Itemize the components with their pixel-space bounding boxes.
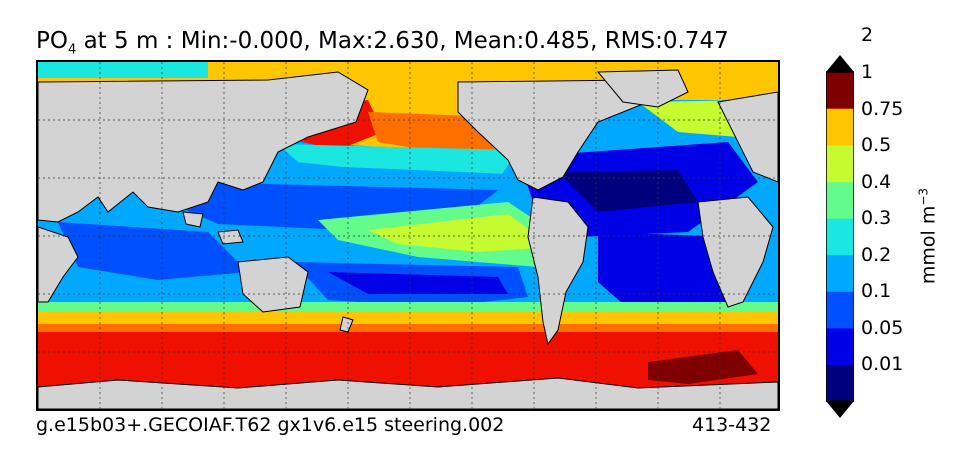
colorbar-segment [826,72,854,109]
title-stats: at 5 m : Min:-0.000, Max:2.630, Mean:0.4… [76,28,729,54]
colorbar-segment [826,254,854,292]
colorbar-segment [826,218,854,256]
colorbar-extend-max [826,55,854,72]
colorbar-segment [826,327,854,365]
colorbar-tick-label: 0.1 [861,280,892,303]
colorbar-segment [826,181,854,219]
colorbar-segment [826,108,854,146]
colorbar-tick-label: 0.3 [861,207,892,230]
colorbar-tick-label: 0.4 [861,170,892,193]
continents [38,69,778,346]
variable-subscript: 4 [67,42,77,58]
colorbar-tick-label: 1 [861,61,874,83]
colorbar-tick-label: 0.01 [861,353,904,376]
units-exponent: −3 [916,187,931,206]
colorbar-tick-label: 2 [861,24,874,47]
ocean-map [36,60,780,411]
colorbar [826,55,854,418]
colorbar-extend-min [826,401,854,418]
colorbar-tick-label: 0.2 [861,243,892,266]
colorbar-tick-label: 0.5 [861,134,892,157]
colorbar-segment [826,145,854,183]
variable-name: PO [36,28,68,54]
colorbar-tick-label: 0.75 [861,97,904,120]
colorbar-segment [826,364,854,402]
colorbar-units: mmol m−3 [916,187,940,285]
colorbar-tick-label: 0.05 [861,316,904,339]
map-graticule [38,62,778,409]
map-title: PO4 at 5 m : Min:-0.000, Max:2.630, Mean… [36,28,729,58]
antarctica [38,377,778,409]
years-label: 413-432 [692,414,772,436]
colorbar-segment [826,291,854,329]
case-name-label: g.e15b03+.GECOIAF.T62 gx1v6.e15 steering… [36,414,505,436]
